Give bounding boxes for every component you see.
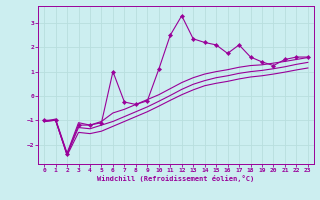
- X-axis label: Windchill (Refroidissement éolien,°C): Windchill (Refroidissement éolien,°C): [97, 175, 255, 182]
